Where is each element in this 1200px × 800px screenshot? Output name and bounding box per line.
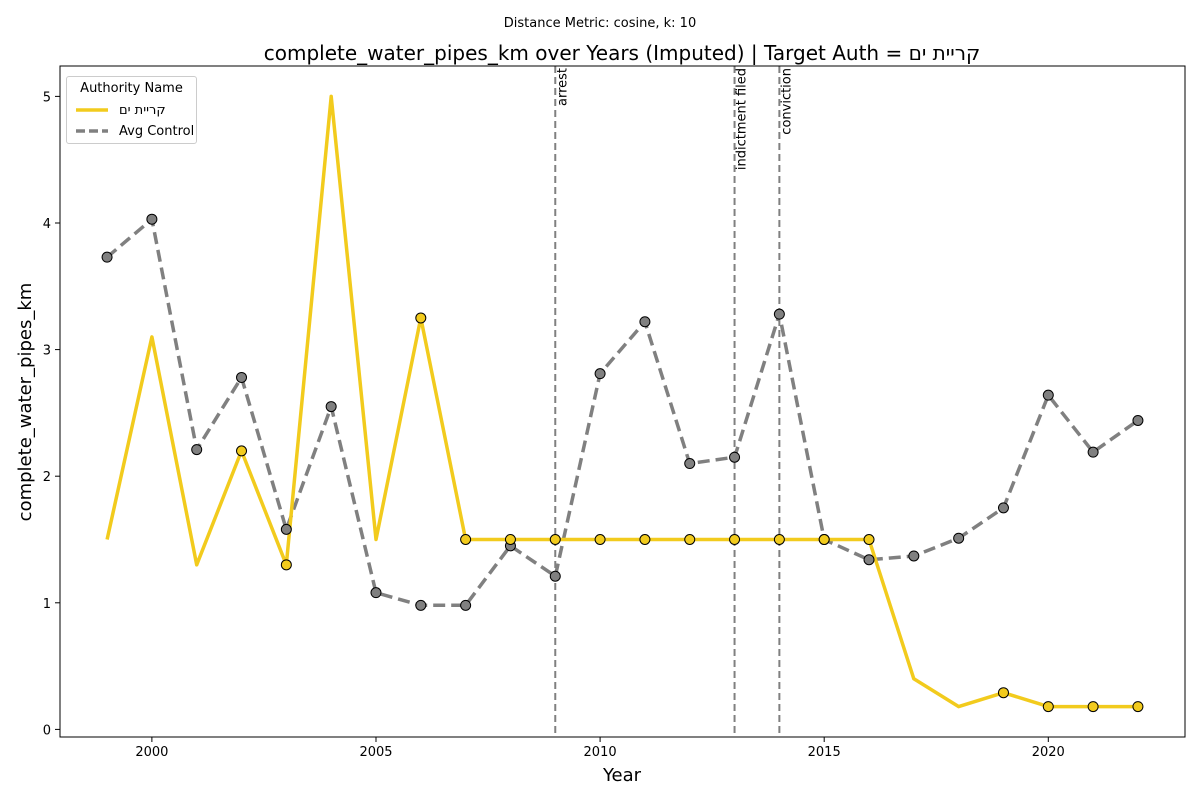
target-point [1042,701,1054,713]
target-point [729,533,741,545]
legend-entry-control: Avg Control [75,122,194,140]
x-tick-label: 2010 [584,745,617,760]
chart-title: complete_water_pipes_km over Years (Impu… [264,41,980,65]
control-point [953,532,965,544]
control-point [1132,414,1144,426]
legend-title: Authority Name [80,81,183,96]
control-point [549,570,561,582]
target-point [1087,701,1099,713]
target-point [280,559,292,571]
legend-label-target: קריית ים [119,102,166,118]
event-label: indictment filed [735,68,750,170]
y-tick-label: 5 [43,90,51,105]
target-point [639,533,651,545]
target-point [684,533,696,545]
legend-entry-target: קריית ים [75,101,166,119]
target-point [1132,701,1144,713]
control-point [101,251,113,263]
plot-area: arrest indictment filed conviction [101,66,1144,737]
control-point [146,213,158,225]
control-point [1042,389,1054,401]
event-label: arrest [555,68,570,106]
target-point [460,533,472,545]
control-point [1087,446,1099,458]
x-tick-label: 2015 [808,745,841,760]
control-point [863,554,875,566]
series-line-target [105,94,1138,709]
target-point [997,687,1009,699]
control-point [325,401,337,413]
target-point [863,533,875,545]
target-point [818,533,830,545]
control-point [773,308,785,320]
y-tick-label: 4 [43,217,51,232]
target-point [549,533,561,545]
control-point [191,444,203,456]
x-tick-label: 2005 [359,745,392,760]
control-point [594,368,606,380]
control-point [997,502,1009,514]
control-point [908,550,920,562]
axis-ticks: 2000 2005 2010 2015 2020 0 1 2 3 4 5 [43,90,1065,760]
control-point [460,599,472,611]
legend-swatch-target [76,108,108,112]
y-tick-label: 2 [43,470,51,485]
control-point [729,451,741,463]
control-point [236,371,248,383]
legend-label-control: Avg Control [119,123,195,139]
chart-legend: Authority Name קריית ים Avg Control [66,76,197,144]
target-point [236,445,248,457]
legend-swatch-control [76,129,108,133]
control-point [370,587,382,599]
x-axis-label: Year [602,765,642,786]
x-tick-label: 2020 [1032,745,1065,760]
y-axis-label: complete_water_pipes_km [15,283,36,522]
y-tick-label: 0 [43,723,51,738]
control-point [639,316,651,328]
control-point [415,599,427,611]
y-tick-label: 1 [43,597,51,612]
target-point [594,533,606,545]
target-point [415,312,427,324]
y-tick-label: 3 [43,344,51,359]
target-point [773,533,785,545]
target-point [504,533,516,545]
event-label: conviction [779,68,794,135]
x-tick-label: 2000 [135,745,168,760]
control-point [684,458,696,470]
axes-frame [59,65,1186,738]
control-point [280,523,292,535]
chart-suptitle: Distance Metric: cosine, k: 10 [504,16,696,31]
series-line-avg-control [105,217,1139,608]
